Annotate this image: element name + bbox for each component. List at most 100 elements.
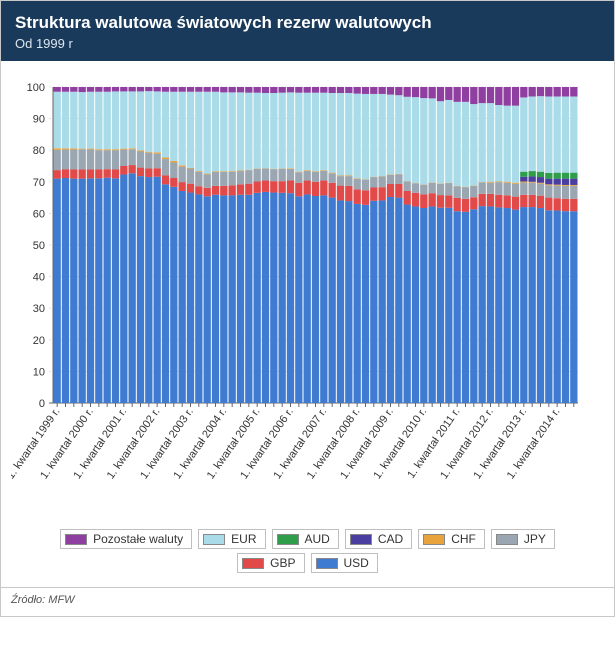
bar-segment [420, 185, 427, 195]
bar-segment [212, 186, 219, 195]
bar-segment [345, 177, 352, 187]
bar-segment [354, 179, 361, 180]
bar-segment [520, 195, 527, 207]
bar-segment [562, 186, 569, 199]
bar-segment [204, 174, 211, 175]
bar-segment [54, 171, 61, 180]
bar-segment [145, 177, 152, 403]
legend-label: EUR [231, 532, 256, 546]
bar-segment [95, 170, 102, 179]
bar-segment [204, 175, 211, 189]
bar-segment [412, 184, 419, 193]
bar-segment [504, 182, 511, 183]
bar-segment [545, 198, 552, 211]
bar-segment [462, 87, 469, 102]
bar-segment [137, 87, 144, 91]
bar-segment [179, 191, 186, 403]
bar-segment [229, 93, 236, 172]
bar-segment [79, 150, 86, 170]
bar-segment [504, 87, 511, 106]
bar-segment [120, 92, 127, 149]
bar-segment [370, 201, 377, 403]
bar-segment [362, 205, 369, 403]
bar-segment [287, 87, 294, 92]
bar-segment [129, 92, 136, 149]
bar-segment [304, 171, 311, 172]
bar-segment [212, 87, 219, 92]
bar-segment [229, 172, 236, 186]
legend-swatch [350, 534, 372, 545]
bar-segment [395, 175, 402, 185]
bar-segment [162, 92, 169, 158]
legend-label: AUD [305, 532, 330, 546]
bar-segment [245, 87, 252, 93]
bar-segment [362, 94, 369, 179]
bar-segment [170, 87, 177, 92]
bar-segment [412, 87, 419, 97]
bar-segment [570, 199, 577, 211]
bar-segment [137, 151, 144, 152]
bar-segment [337, 201, 344, 404]
bar-segment [62, 150, 69, 170]
bar-segment [270, 182, 277, 193]
bar-segment [187, 168, 194, 169]
bar-segment [354, 190, 361, 205]
bar-segment [154, 177, 161, 403]
bar-segment [245, 195, 252, 403]
legend-label: JPY [524, 532, 546, 546]
bar-segment [545, 179, 552, 185]
bar-segment [445, 100, 452, 183]
bar-segment [387, 87, 394, 95]
bar-segment [512, 184, 519, 197]
bar-segment [295, 173, 302, 183]
bar-segment [262, 93, 269, 168]
bar-segment [479, 87, 486, 103]
bar-segment [95, 150, 102, 151]
bar-segment [312, 182, 319, 196]
bar-segment [70, 179, 77, 403]
bar-segment [245, 184, 252, 195]
bar-segment [270, 87, 277, 93]
bar-segment [495, 208, 502, 404]
bar-segment [212, 92, 219, 172]
bar-segment [537, 87, 544, 96]
bar-segment [62, 92, 69, 149]
bar-segment [354, 94, 361, 179]
bar-segment [112, 87, 119, 91]
bar-segment [345, 186, 352, 201]
bar-segment [537, 172, 544, 177]
bar-segment [537, 177, 544, 183]
legend-swatch [423, 534, 445, 545]
bar-segment [312, 93, 319, 172]
bar-segment [154, 154, 161, 169]
bar-segment [454, 212, 461, 404]
figure-title: Struktura walutowa światowych rezerw wal… [15, 13, 600, 33]
bar-segment [329, 198, 336, 403]
bar-segment [504, 208, 511, 403]
bar-segment [495, 183, 502, 196]
bar-segment [562, 185, 569, 186]
bar-segment [462, 212, 469, 403]
bar-segment [312, 172, 319, 182]
bar-segment [220, 186, 227, 195]
bar-segment [404, 87, 411, 97]
bar-segment [412, 98, 419, 184]
bar-segment [112, 92, 119, 150]
bar-segment [570, 97, 577, 173]
bar-segment [545, 87, 552, 96]
bar-segment [245, 93, 252, 170]
bar-segment [320, 181, 327, 196]
bar-segment [395, 184, 402, 198]
bar-segment [195, 87, 202, 92]
bar-segment [320, 171, 327, 181]
bar-segment [145, 87, 152, 91]
bar-segment [429, 87, 436, 98]
bar-segment [454, 187, 461, 199]
bar-segment [529, 171, 536, 176]
bar-segment [262, 192, 269, 403]
bar-segment [112, 150, 119, 151]
bar-segment [62, 149, 69, 150]
bar-segment [95, 151, 102, 170]
bar-segment [212, 195, 219, 403]
bar-segment [162, 185, 169, 404]
